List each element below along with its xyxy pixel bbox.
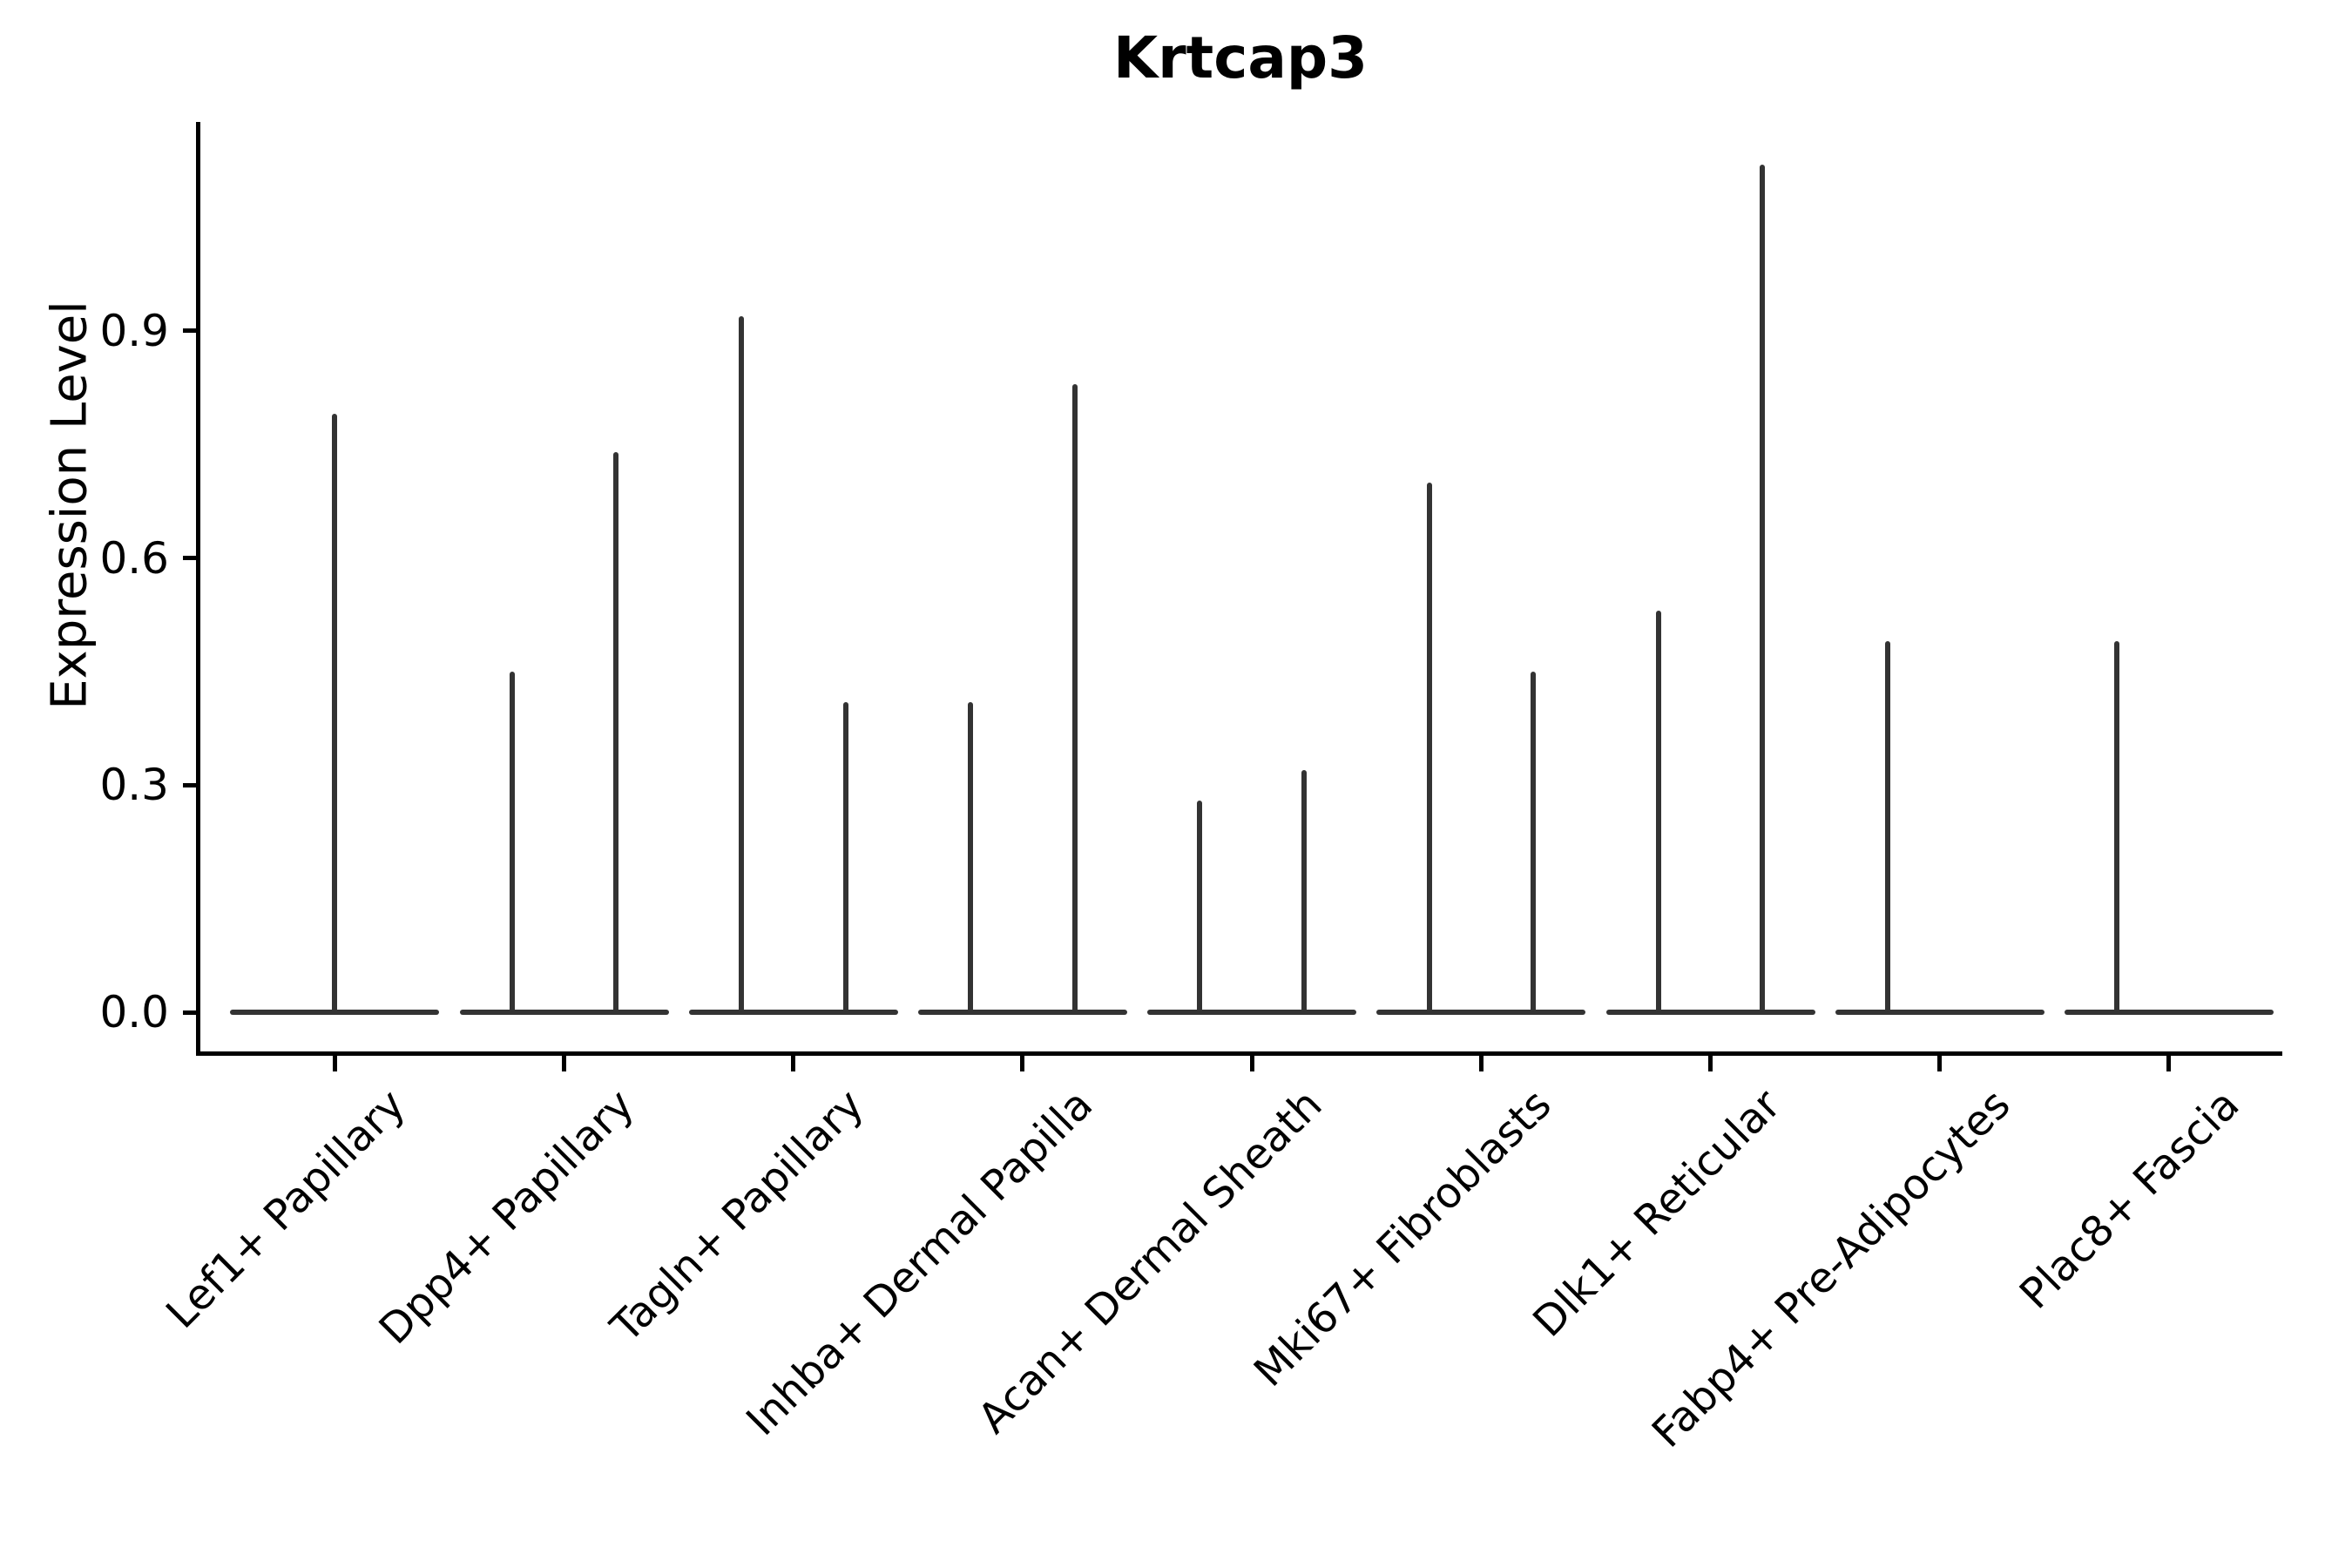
x-tick-mark: [1478, 1056, 1484, 1071]
violin-spike: [1301, 769, 1307, 1012]
violin-baseline: [1376, 1010, 1586, 1015]
violin-spike: [332, 414, 338, 1012]
x-axis-line: [196, 1051, 2282, 1056]
violin-spike: [968, 701, 974, 1012]
violin-spike: [509, 671, 515, 1012]
violin-baseline: [230, 1010, 440, 1015]
violin-spike: [1531, 671, 1537, 1012]
violin-spike: [738, 315, 744, 1012]
violin-spike: [1884, 641, 1890, 1012]
x-tick-mark: [2166, 1056, 2172, 1071]
x-tick-mark: [1020, 1056, 1025, 1071]
violin-baseline: [1147, 1010, 1357, 1015]
y-tick-label: 0.0: [99, 987, 169, 1037]
violin-baseline: [917, 1010, 1127, 1015]
x-tick-mark: [562, 1056, 566, 1071]
category-label: Dpp4+ Papillary: [370, 1080, 645, 1355]
x-tick-mark: [1249, 1056, 1254, 1071]
y-tick-label: 0.9: [99, 305, 169, 356]
y-axis-title: Expression Level: [41, 301, 98, 710]
y-tick-mark: [183, 556, 197, 561]
violin-spike: [613, 451, 619, 1012]
y-tick-label: 0.3: [99, 760, 169, 811]
y-tick-label: 0.6: [99, 532, 169, 584]
category-label: Dlk1+ Reticular: [1524, 1080, 1791, 1347]
chart-title: Krtcap3: [1112, 24, 1369, 91]
violin-spike: [842, 701, 848, 1012]
violin-baseline: [2064, 1010, 2274, 1015]
y-axis-line: [196, 122, 200, 1056]
violin-baseline: [459, 1010, 669, 1015]
violin-spike: [1426, 482, 1432, 1012]
x-tick-mark: [1708, 1056, 1713, 1071]
violin-spike: [1655, 611, 1661, 1012]
violin-baseline: [688, 1010, 898, 1015]
category-label: Tagln+ Papillary: [601, 1080, 874, 1352]
violin-spike: [1071, 383, 1078, 1012]
x-tick-mark: [332, 1056, 337, 1071]
y-tick-mark: [183, 328, 197, 334]
category-label: Lef1+ Papillary: [156, 1080, 415, 1338]
category-label: Plac8+ Fascia: [2010, 1080, 2249, 1319]
violin-spike: [2114, 641, 2120, 1012]
y-tick-mark: [183, 782, 197, 787]
violin-baseline: [1605, 1010, 1815, 1015]
violin-spike: [1760, 164, 1766, 1012]
y-tick-mark: [183, 1010, 197, 1015]
violin-spike: [1197, 800, 1203, 1012]
violin-baseline: [1835, 1010, 2044, 1015]
x-tick-mark: [1937, 1056, 1943, 1071]
x-tick-mark: [791, 1056, 796, 1071]
